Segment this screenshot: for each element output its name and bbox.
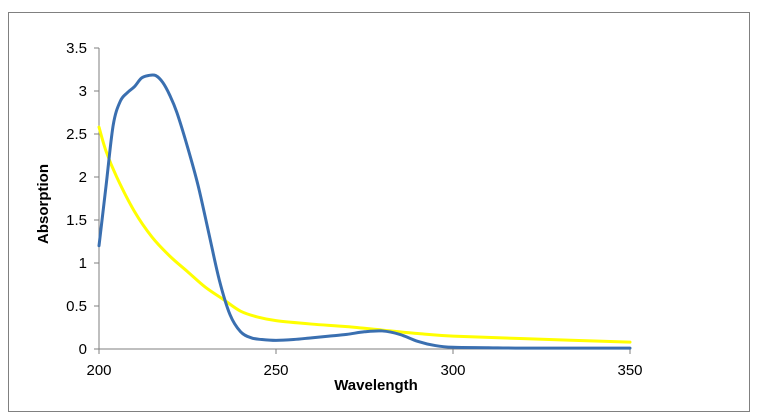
axes — [98, 48, 630, 350]
y-axis-title: Absorption — [35, 164, 52, 244]
chart-frame — [8, 12, 750, 412]
x-tick-label: 200 — [86, 362, 111, 379]
y-tick-label: 0 — [79, 341, 87, 358]
y-tick-label: 3 — [79, 83, 87, 100]
y-tick-label: 2 — [79, 169, 87, 186]
y-tick-label: 1.5 — [66, 212, 87, 229]
blue-series-line — [97, 73, 632, 350]
x-axis-title: Wavelength — [334, 377, 418, 394]
yellow-series-line — [97, 125, 632, 344]
ticks: 0 0.5 1 1.5 2 2.5 3 3.5 200 250 300 350 — [66, 40, 642, 379]
y-tick-label: 1 — [79, 255, 87, 272]
y-tick-label: 2.5 — [66, 126, 87, 143]
x-tick-label: 350 — [617, 362, 642, 379]
x-tick-label: 300 — [440, 362, 465, 379]
x-tick-label: 250 — [263, 362, 288, 379]
series-layer — [97, 73, 632, 350]
y-tick-label: 3.5 — [66, 40, 87, 57]
y-tick-label: 0.5 — [66, 298, 87, 315]
